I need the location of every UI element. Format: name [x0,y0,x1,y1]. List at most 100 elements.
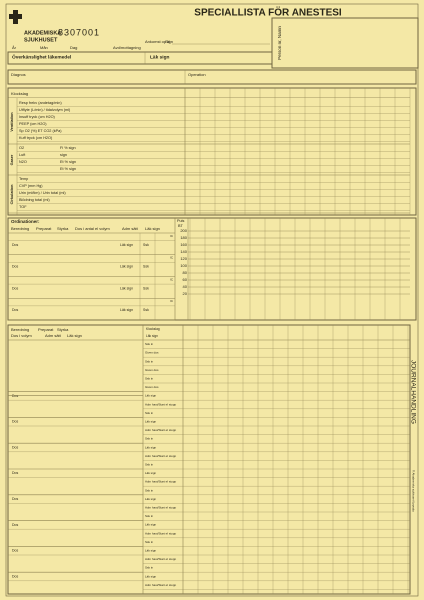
column-header: Beredning [11,327,29,332]
title: SPECIALLISTA FÖR ANESTESI [194,6,342,19]
column-header: Klockslag [146,327,160,331]
row-label: Kuff tryck (cm H2O) [19,136,53,140]
row-label: Läk sign [145,419,157,423]
orders-box [7,217,417,321]
block-label: Dos [12,286,18,290]
row-note: sign [60,153,67,157]
side-print: © Akademiska sjukhuset Uppsala [411,470,415,512]
group-label: Cirkulation [10,184,14,205]
row-label: N2O [19,160,27,164]
row-label: Adm hast/Start el stopp [145,402,177,406]
block-label: Dos [12,523,18,527]
block-label: Läk sign [120,265,133,269]
field-label: Överkänslighet läkemedel [12,53,71,60]
field-label: Sign [165,39,173,44]
row-label: PEEP (cm H2O) [19,122,47,126]
row-label: Temp [19,177,28,181]
scale-label: Puls [177,219,184,223]
row-label: Adm hast/Start el stopp [145,480,177,484]
row-label: Klockslag [11,91,28,96]
row-label: Adm hast/Start el stopp [145,583,177,587]
row-label: Läk sign [145,548,157,552]
block-label: Dos [12,243,18,247]
row-label: Ssk in [145,437,154,441]
row-label: Ssk in [145,514,154,518]
row-label: Läk sign [145,574,157,578]
block-label: Dos [12,265,18,269]
field-label: Dag [70,45,77,50]
block-label: Dos [12,497,18,501]
row-label: Urin (ml/tim) / Urin total (ml) [19,191,66,195]
page-border [5,3,419,597]
block-label: IC [170,234,174,238]
row-label: Läk sign [145,445,157,449]
form-number: 8307001 [58,27,100,37]
scale-tick-label: 80 [183,270,188,275]
scale-tick-label: 200 [180,228,187,233]
block-label: Dos [12,549,18,553]
block-label: Ssk [143,265,149,269]
scale-tick-label: 60 [183,277,188,282]
field-label: Avd/mottagning [113,45,141,50]
row-label: Ssk in [145,411,154,415]
row-label: Adm hast/Start el stopp [145,557,177,561]
column-header: Preparat [36,226,52,231]
block-label: Ssk [143,243,149,247]
row-label: Ssk in [145,342,154,346]
person-box [271,17,419,69]
infusion-box [7,324,411,595]
block-label: Ssk [143,286,149,290]
logo-text: AKADEMISKA [24,30,61,36]
row-label: Given dos [145,351,159,355]
field-label: År [12,45,17,50]
column-header: Adm sätt [122,226,139,231]
person-label: Person nr, Namn [277,26,282,60]
row-label: Ssk in [145,359,154,363]
row-label: Ssk in [145,376,154,380]
scale-tick-label: 100 [180,263,187,268]
column-header: Styrka [57,327,69,332]
row-label: Insuff tryck (cm H2O) [19,115,56,119]
row-label: Given dos [145,385,159,389]
block-label: Läk sign [120,286,133,290]
column-header: Preparat [38,327,54,332]
column-header: Dos i antal el volym [75,226,110,231]
row-label: Ssk in [145,566,154,570]
row-label: Ssk in [145,462,154,466]
row-label: O2 [19,146,24,150]
block-label: Dos [12,420,18,424]
row-label: Luft [19,153,26,157]
logo-text: SJUKHUSET [24,37,58,43]
scale-tick-label: 180 [180,235,187,240]
field-label: Diagnos [11,72,26,77]
block-label: Dos [12,308,18,312]
side-label: JOURNALHANDLING [409,360,416,424]
column-header: Adm sätt [45,333,62,338]
column-header: Beredning [11,226,29,231]
field-label: Operation [188,72,206,77]
column-header: Dos i volym [11,333,32,338]
section-title: Ordinationer: [11,219,40,224]
block-label: Dos [12,471,18,475]
block-label: Läk sign [120,308,133,312]
row-label: Adm hast/Start el stopp [145,454,177,458]
row-note: Et % sign [60,160,76,164]
row-label: CVP (mm Hg) [19,184,43,188]
scale-tick-label: 120 [180,256,187,261]
block-label: IC [170,277,174,281]
column-header: Styrka [57,226,69,231]
row-label: Sp O2 (%) ET CO2 (kPa) [19,129,62,133]
allergy-box [7,51,273,65]
logo-cross [9,10,22,24]
scale-label: BT [178,224,184,228]
block-label: IC [170,256,174,260]
row-label: Adm hast/Start el stopp [145,505,177,509]
row-note: Et % sign [60,167,76,171]
vitals-box [7,87,417,216]
row-label: Läk sign [145,471,157,475]
scale-tick-label: 140 [180,249,187,254]
scale-tick-label: 40 [183,284,188,289]
block-label: IC [170,299,174,303]
column-header: Läk sign [145,226,160,231]
